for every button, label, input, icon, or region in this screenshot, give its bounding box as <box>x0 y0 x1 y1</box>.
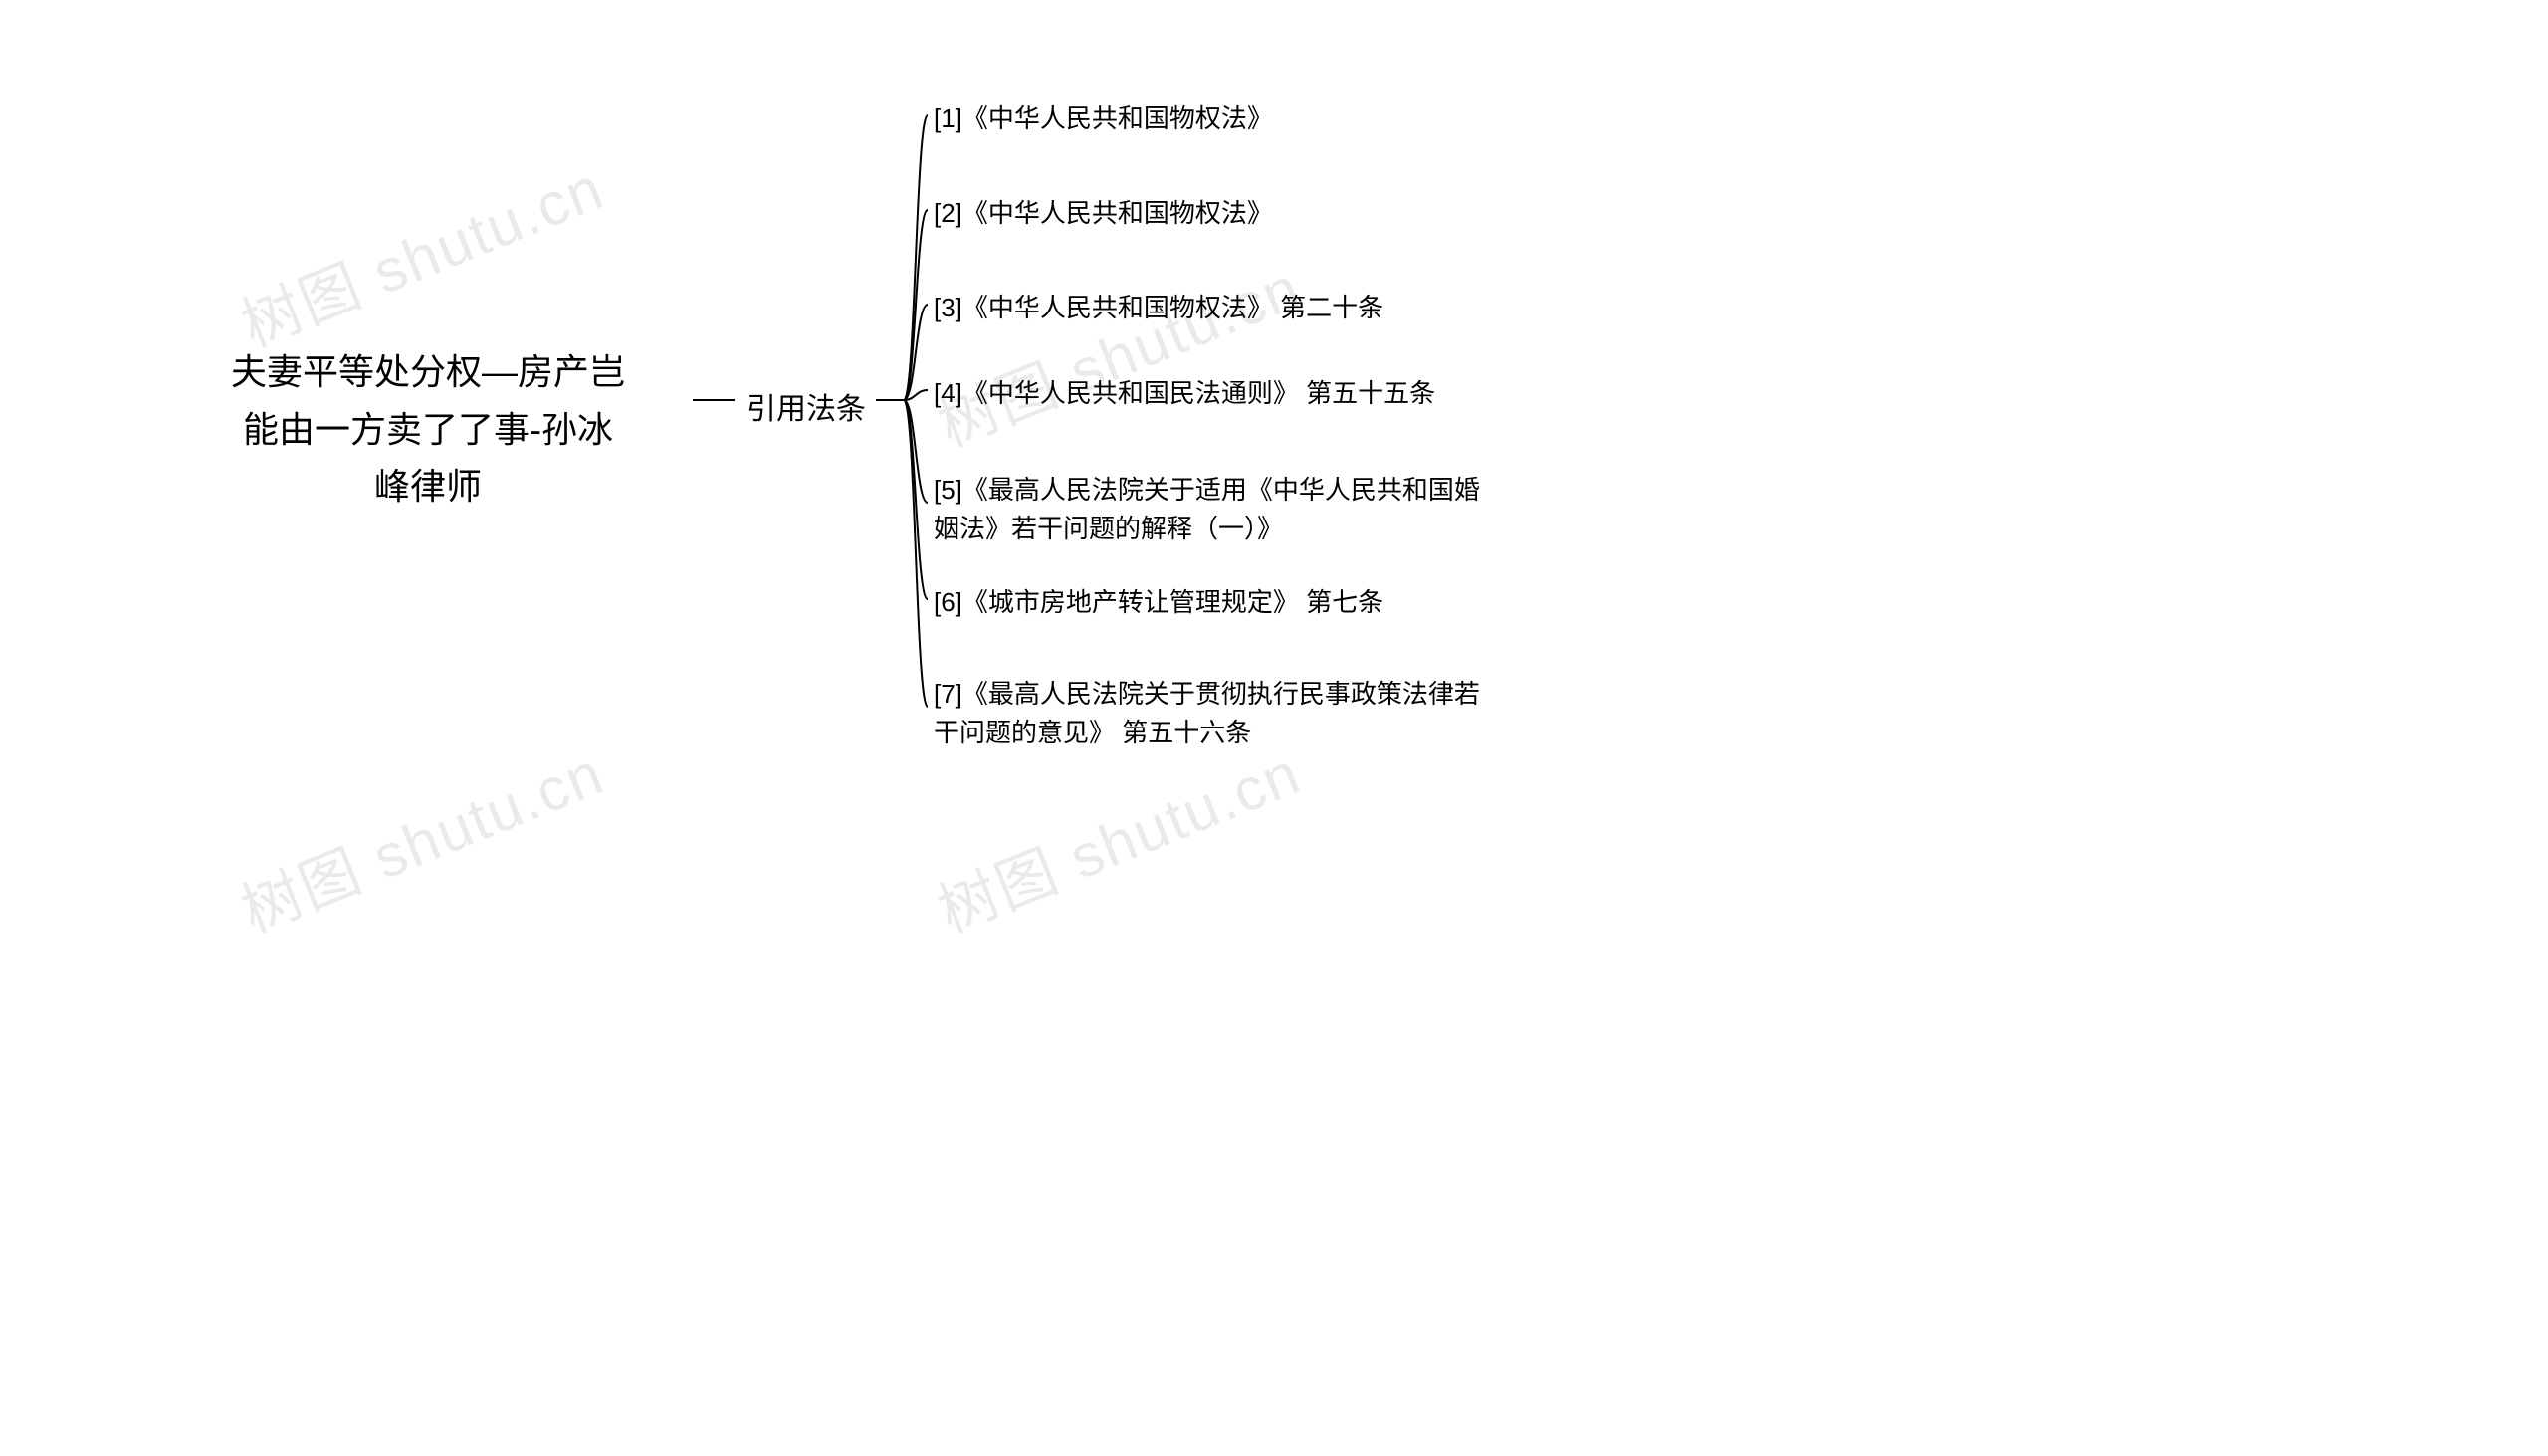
watermark: 树图 shutu.cn <box>227 140 615 364</box>
root-line-1: 夫妻平等处分权—房产岂 <box>231 351 625 392</box>
leaf-node: [4]《中华人民共和国民法通则》 第五十五条 <box>934 374 1521 413</box>
leaf-node: [2]《中华人民共和国物权法》 <box>934 194 1521 233</box>
leaf-node: [7]《最高人民法院关于贯彻执行民事政策法律若干问题的意见》 第五十六条 <box>934 675 1491 752</box>
root-node: 夫妻平等处分权—房产岂 能由一方卖了了事-孙冰 峰律师 <box>179 343 677 516</box>
watermark: 树图 shutu.cn <box>227 726 615 949</box>
watermark: 树图 shutu.cn <box>924 726 1312 949</box>
leaf-node: [5]《最高人民法院关于适用《中华人民共和国婚姻法》若干问题的解释（一）》 <box>934 471 1491 548</box>
leaf-node: [1]《中华人民共和国物权法》 <box>934 100 1521 138</box>
leaf-node: [6]《城市房地产转让管理规定》 第七条 <box>934 583 1521 622</box>
leaf-node: [3]《中华人民共和国物权法》 第二十条 <box>934 289 1521 327</box>
watermark: 树图 shutu.cn <box>924 240 1312 464</box>
root-line-2: 能由一方卖了了事-孙冰 <box>243 409 613 450</box>
mid-node: 引用法条 <box>746 384 866 428</box>
root-line-3: 峰律师 <box>374 466 482 507</box>
